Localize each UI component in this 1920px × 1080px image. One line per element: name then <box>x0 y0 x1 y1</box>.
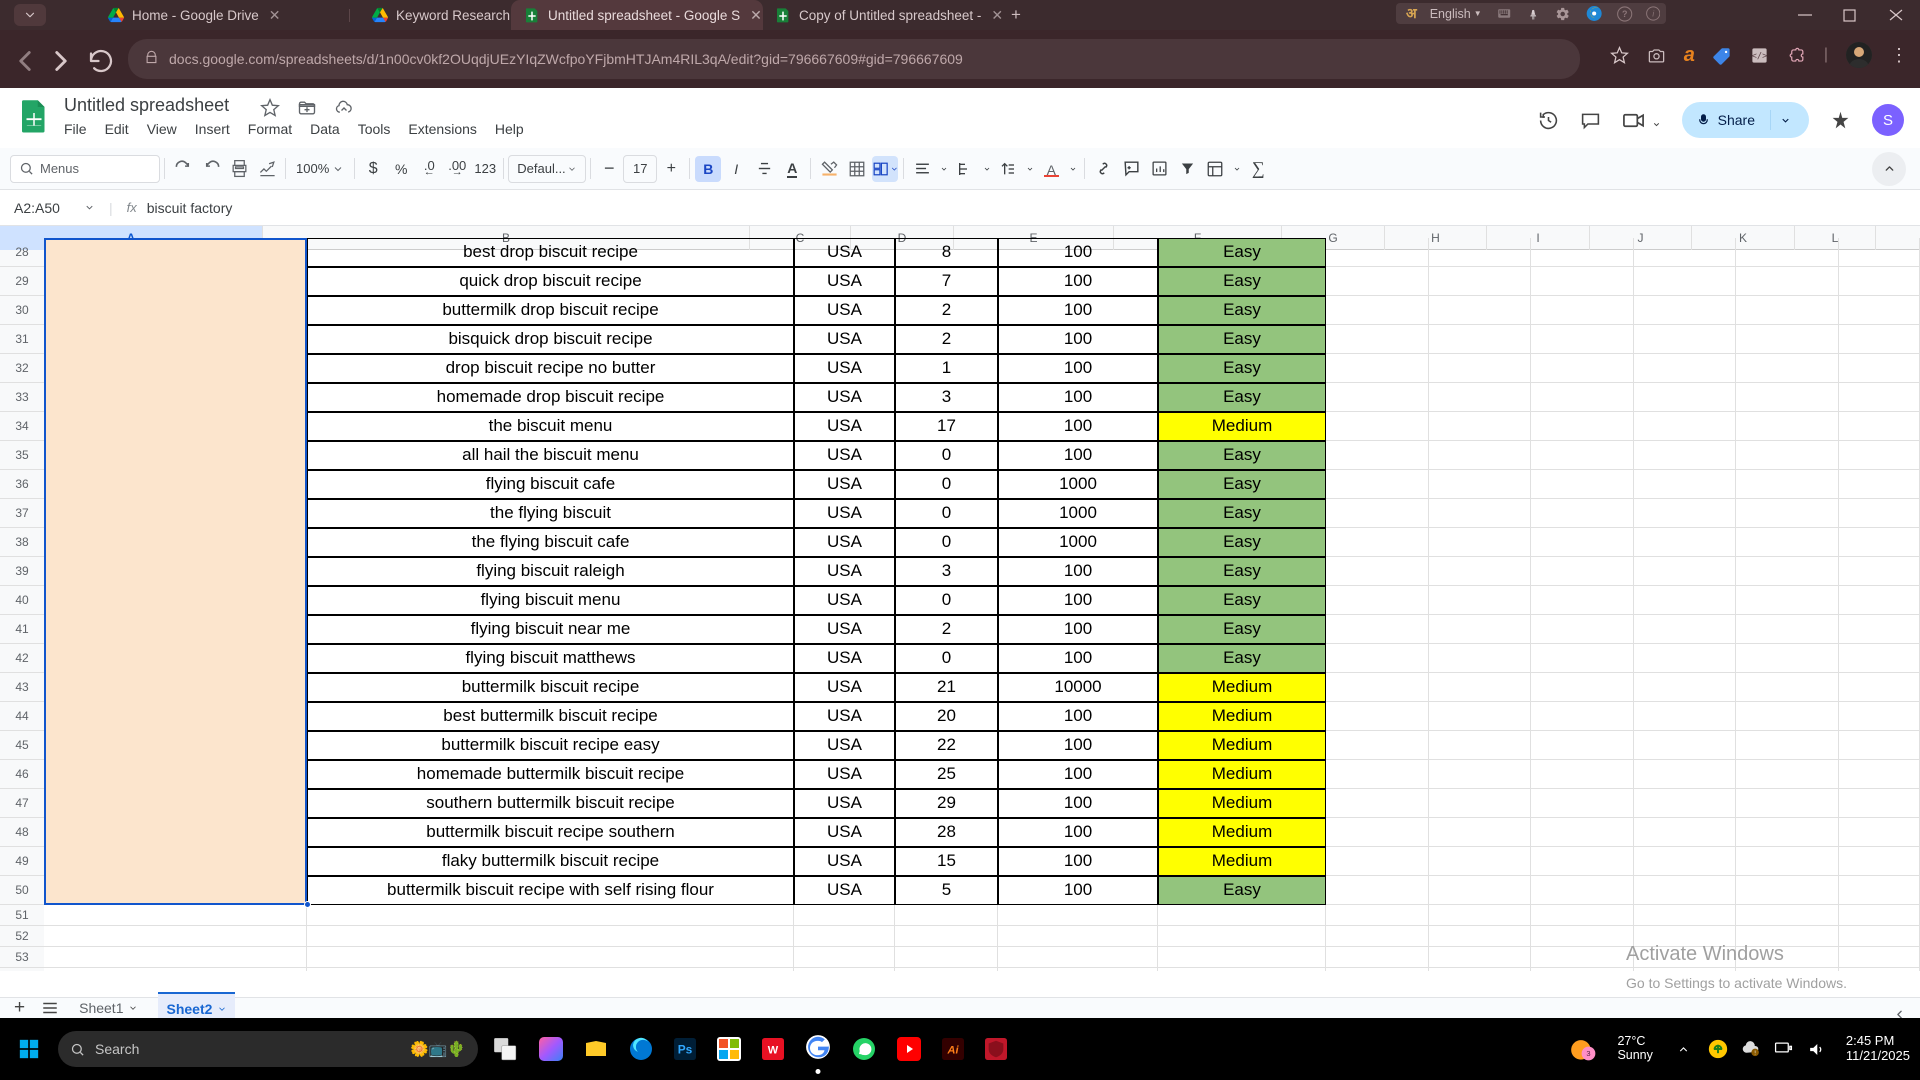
svg-text:Ps: Ps <box>678 1043 693 1057</box>
svg-text:</>: </> <box>1751 51 1767 61</box>
svg-text:Ai: Ai <box>947 1045 960 1057</box>
svg-text:?: ? <box>1622 9 1627 19</box>
svg-text:3: 3 <box>1587 1049 1591 1058</box>
svg-text:i: i <box>1652 10 1654 19</box>
svg-text:W: W <box>768 1045 779 1057</box>
svg-text:!: ! <box>1754 1051 1755 1057</box>
